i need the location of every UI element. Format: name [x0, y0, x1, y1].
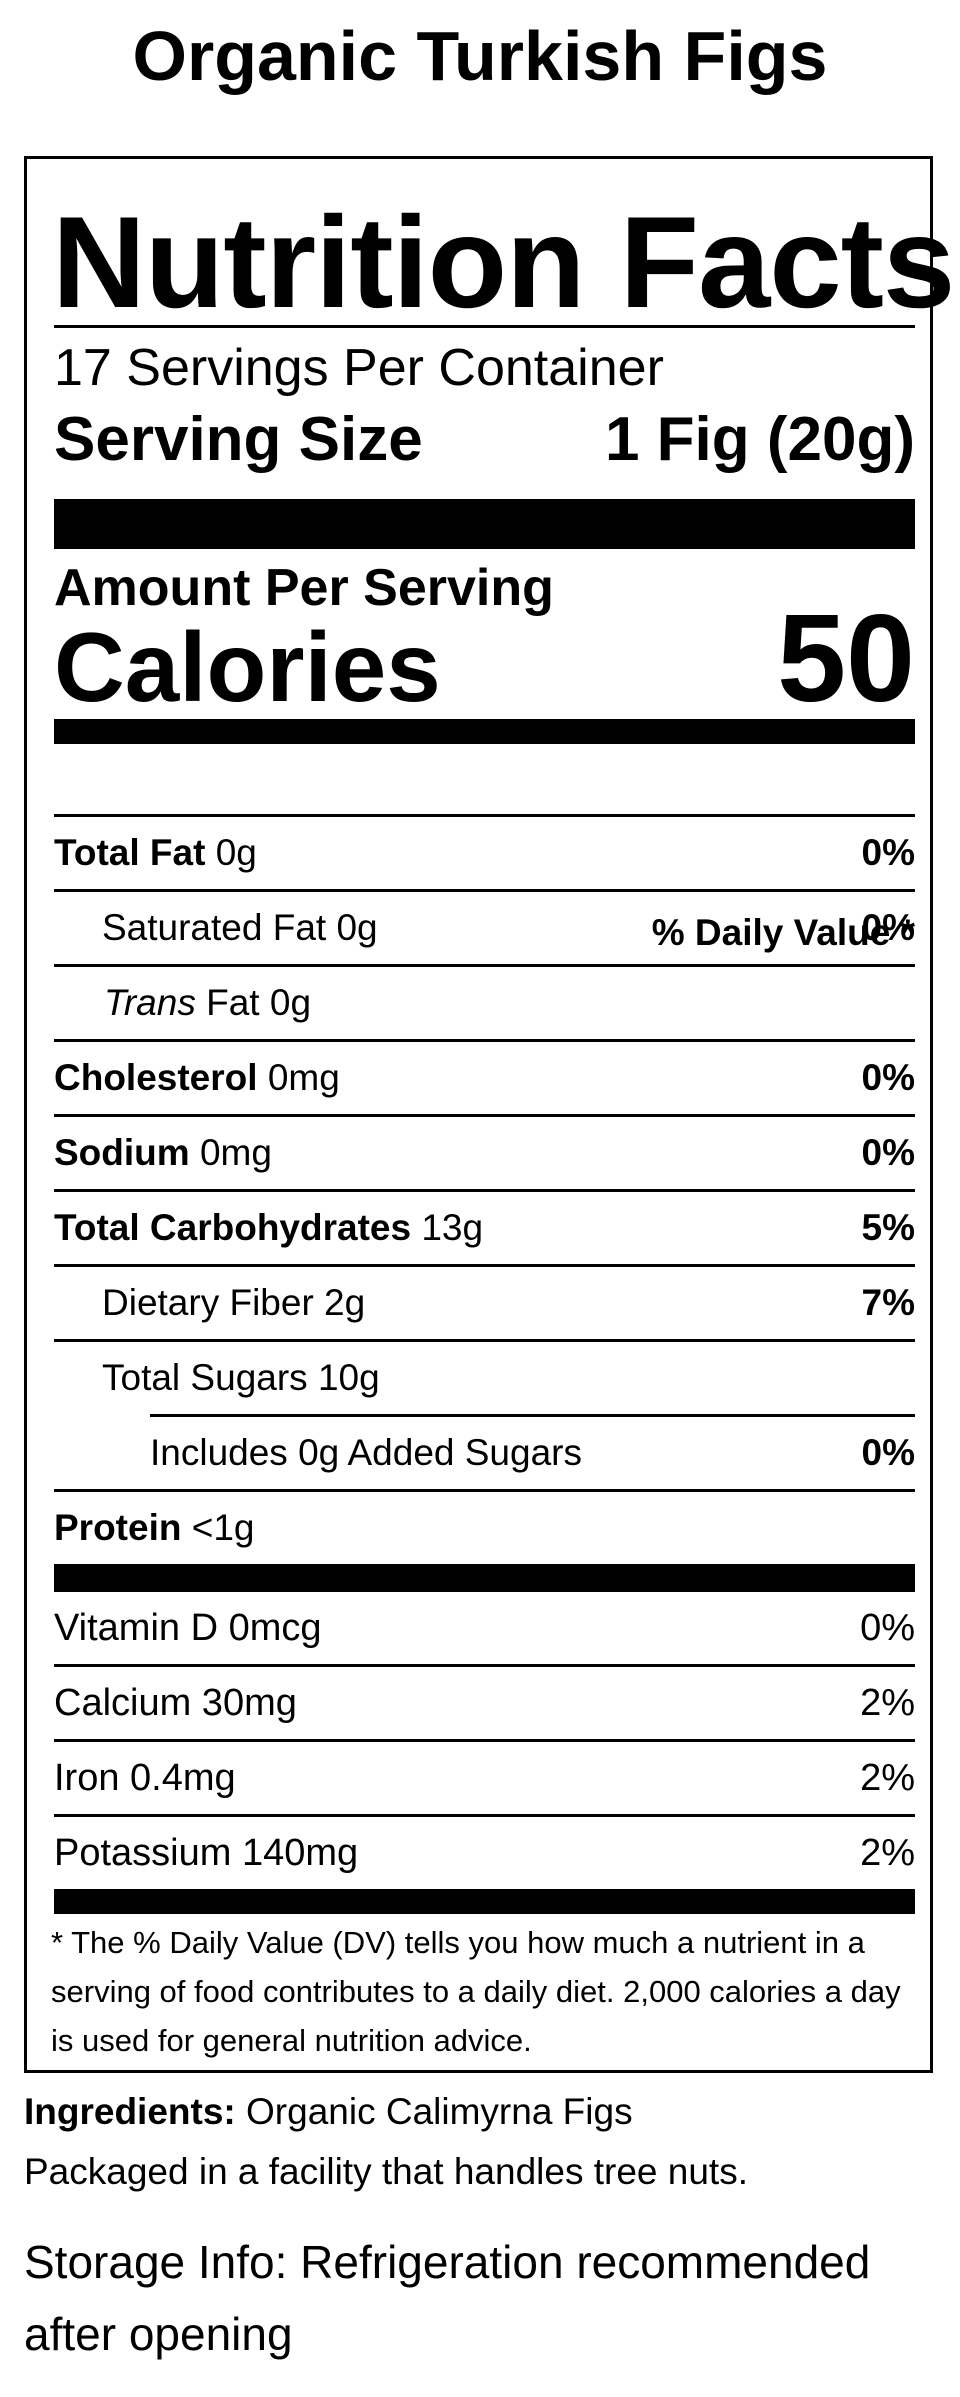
- vitamin-row: Calcium 30mg 2%: [54, 1667, 915, 1739]
- divider: [54, 964, 915, 967]
- divider: [54, 1339, 915, 1342]
- nutrient-name: Total Sugars 10g: [102, 1357, 380, 1398]
- thick-divider: [54, 1564, 915, 1592]
- divider: [54, 1039, 915, 1042]
- calories-row: Calories 50: [54, 590, 915, 728]
- nutrient-name: Cholesterol: [54, 1057, 258, 1098]
- servings-per-container: 17 Servings Per Container: [54, 339, 664, 397]
- nutrient-amount: 13g: [411, 1207, 484, 1248]
- nutrient-row-total-fat: Total Fat 0g 0%: [54, 817, 915, 889]
- vitamin-name: Vitamin D 0mcg: [54, 1606, 322, 1649]
- daily-value-percent: 0%: [861, 1432, 915, 1473]
- nutrient-row-saturated-fat: Saturated Fat 0g 0%: [54, 892, 915, 964]
- nutrient-name: Sodium: [54, 1132, 190, 1173]
- nutrient-label: Cholesterol 0mg: [54, 1057, 340, 1099]
- facility-note: Packaged in a facility that handles tree…: [24, 2151, 748, 2192]
- nutrient-label: Total Fat 0g: [54, 832, 257, 874]
- nutrient-row-total-carbohydrates: Total Carbohydrates 13g 5%: [54, 1192, 915, 1264]
- nutrient-name: Saturated Fat 0g: [102, 907, 378, 948]
- nutrient-row-protein: Protein <1g: [54, 1492, 915, 1564]
- daily-value-percent: 0%: [861, 1057, 915, 1098]
- nutrient-amount: 0mg: [257, 1057, 340, 1098]
- storage-info: Storage Info: Refrigeration recommended …: [24, 2236, 871, 2360]
- divider: [54, 1114, 915, 1117]
- nutrient-row-trans-fat: Trans Fat 0g: [54, 967, 915, 1039]
- daily-value-percent: 7%: [861, 1282, 915, 1323]
- divider: [54, 325, 915, 328]
- nutrient-row-total-sugars: Total Sugars 10g: [54, 1342, 915, 1414]
- divider: [54, 889, 915, 892]
- amount-per-serving-label: Amount Per Serving: [54, 559, 554, 617]
- nutrient-row-added-sugars: Includes 0g Added Sugars 0%: [150, 1417, 915, 1489]
- divider: [54, 814, 915, 817]
- divider: [54, 1814, 915, 1817]
- nutrient-name: Fat 0g: [195, 982, 312, 1023]
- nutrient-amount: 0g: [205, 832, 257, 873]
- nutrient-name: Includes 0g Added Sugars: [150, 1432, 582, 1473]
- nutrient-name-italic: Trans: [104, 982, 196, 1023]
- nutrient-name: Dietary Fiber 2g: [102, 1282, 366, 1323]
- serving-size-value: 1 Fig (20g): [604, 405, 915, 474]
- vitamin-row: Vitamin D 0mcg 0%: [54, 1592, 915, 1664]
- product-title: Organic Turkish Figs: [132, 17, 828, 95]
- nutrient-row-dietary-fiber: Dietary Fiber 2g 7%: [54, 1267, 915, 1339]
- daily-value-percent: 2%: [860, 1681, 915, 1724]
- thick-divider: [54, 1889, 915, 1914]
- nutrient-label: Sodium 0mg: [54, 1132, 272, 1174]
- nutrient-label: Protein <1g: [54, 1507, 255, 1549]
- vitamin-row: Potassium 140mg 2%: [54, 1817, 915, 1889]
- serving-size-label: Serving Size: [54, 405, 423, 474]
- serving-size-row: Serving Size 1 Fig (20g): [54, 403, 915, 477]
- vitamin-name: Calcium 30mg: [54, 1681, 297, 1724]
- daily-value-percent: 2%: [860, 1756, 915, 1799]
- calories-value: 50: [777, 590, 915, 728]
- divider: [54, 1489, 915, 1492]
- thick-divider: [54, 499, 915, 549]
- nutrition-facts-heading: Nutrition Facts: [52, 189, 955, 335]
- vitamin-name: Potassium 140mg: [54, 1831, 359, 1874]
- divider: [54, 1264, 915, 1267]
- divider: [54, 1189, 915, 1192]
- vitamin-name: Iron 0.4mg: [54, 1756, 236, 1799]
- nutrient-amount: <1g: [181, 1507, 255, 1548]
- daily-value-footnote: * The % Daily Value (DV) tells you how m…: [51, 1925, 901, 2058]
- calories-label: Calories: [54, 612, 441, 722]
- daily-value-percent: 2%: [860, 1831, 915, 1874]
- thick-divider: [54, 719, 915, 744]
- nutrient-label: Trans Fat 0g: [54, 982, 311, 1024]
- daily-value-percent: 0%: [860, 1606, 915, 1649]
- ingredients-label: Ingredients:: [24, 2091, 236, 2132]
- divider: [150, 1414, 915, 1417]
- nutrient-label: Total Carbohydrates 13g: [54, 1207, 483, 1249]
- nutrient-name: Total Fat: [54, 832, 206, 873]
- divider: [54, 1664, 915, 1667]
- vitamin-row: Iron 0.4mg 2%: [54, 1742, 915, 1814]
- nutrient-amount: 0mg: [189, 1132, 272, 1173]
- ingredients-value: Organic Calimyrna Figs: [235, 2091, 633, 2132]
- daily-value-percent: 0%: [861, 1132, 915, 1173]
- nutrient-row-sodium: Sodium 0mg 0%: [54, 1117, 915, 1189]
- divider: [54, 1739, 915, 1742]
- nutrient-name: Total Carbohydrates: [54, 1207, 412, 1248]
- daily-value-percent: 0%: [861, 907, 915, 948]
- nutrient-name: Protein: [54, 1507, 182, 1548]
- nutrition-facts-panel: Nutrition Facts 17 Servings Per Containe…: [24, 156, 955, 2073]
- daily-value-header: % Daily Value *: [651, 912, 915, 953]
- daily-value-percent: 5%: [861, 1207, 915, 1248]
- daily-value-percent: 0%: [861, 832, 915, 873]
- nutrient-row-cholesterol: Cholesterol 0mg 0%: [54, 1042, 915, 1114]
- ingredients: Ingredients: Organic Calimyrna Figs: [24, 2084, 936, 2140]
